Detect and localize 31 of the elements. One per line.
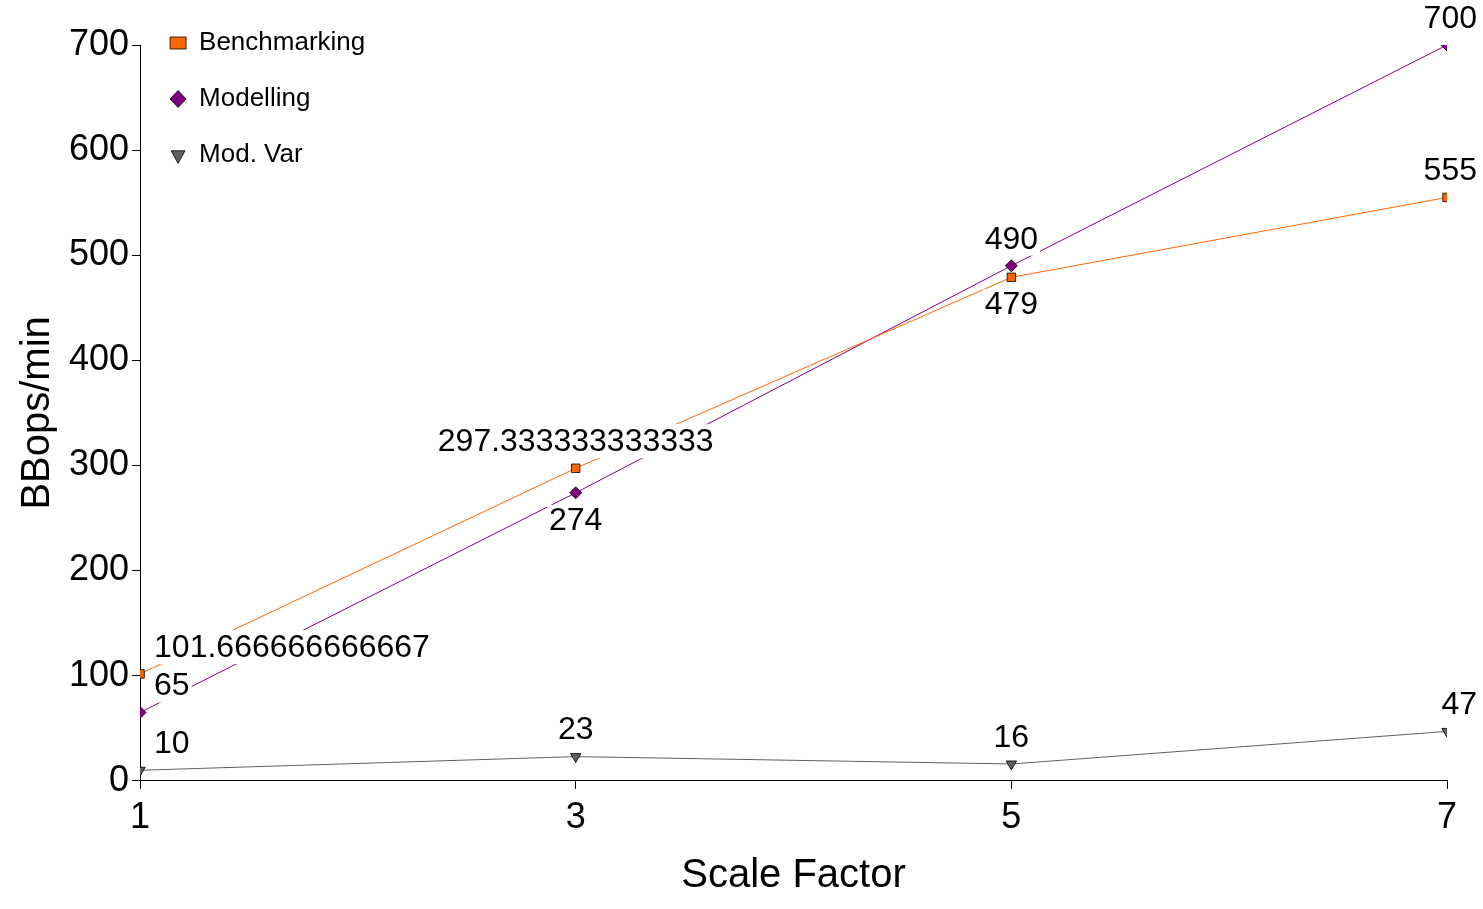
y-tick-label: 600 bbox=[68, 127, 130, 169]
x-tick-label: 3 bbox=[565, 795, 586, 837]
data-label: 700 bbox=[1423, 0, 1477, 35]
x-tick-label: 7 bbox=[1436, 795, 1458, 837]
data-label: 65 bbox=[154, 666, 190, 703]
y-axis-title: BBops/min bbox=[13, 316, 58, 510]
y-tick-label: 500 bbox=[68, 232, 130, 274]
data-label: 490 bbox=[984, 219, 1039, 256]
legend-label: Benchmarking bbox=[199, 26, 366, 57]
x-tick-label: 5 bbox=[1001, 795, 1022, 837]
data-label: 555 bbox=[1423, 151, 1477, 188]
x-axis-title: Scale Factor bbox=[681, 851, 906, 896]
point bbox=[569, 486, 583, 500]
legend-label: Mod. Var bbox=[199, 138, 303, 169]
data-label: 23 bbox=[557, 710, 594, 747]
data-label: 10 bbox=[154, 724, 190, 761]
data-label: 47 bbox=[1441, 685, 1477, 722]
data-label: 16 bbox=[993, 717, 1030, 754]
legend-label: Modelling bbox=[199, 82, 311, 113]
y-tick-label: 0 bbox=[109, 757, 130, 799]
y-tick-label: 700 bbox=[68, 21, 130, 63]
data-label: 297.333333333333 bbox=[437, 422, 714, 459]
data-label: 479 bbox=[984, 285, 1039, 322]
data-label: 274 bbox=[549, 500, 603, 537]
y-tick-label: 300 bbox=[68, 442, 130, 484]
y-tick-label: 400 bbox=[68, 337, 130, 379]
y-tick-label: 100 bbox=[68, 652, 130, 694]
point bbox=[1004, 259, 1018, 273]
y-tick-label: 200 bbox=[68, 547, 130, 589]
x-tick-label: 1 bbox=[130, 795, 151, 837]
data-label: 101.666666666667 bbox=[154, 627, 430, 664]
